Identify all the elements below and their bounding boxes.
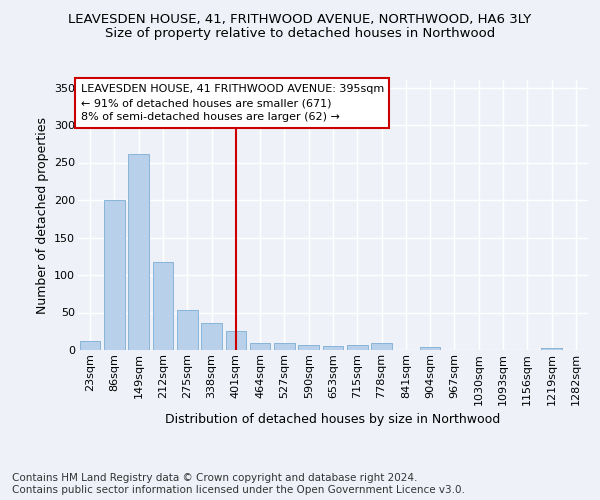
Bar xyxy=(250,342,271,350)
Bar xyxy=(541,348,562,350)
Bar xyxy=(274,342,295,350)
Bar xyxy=(104,200,125,350)
Y-axis label: Number of detached properties: Number of detached properties xyxy=(35,116,49,314)
Text: Contains HM Land Registry data © Crown copyright and database right 2024.
Contai: Contains HM Land Registry data © Crown c… xyxy=(12,474,465,495)
Bar xyxy=(226,332,246,350)
Text: Size of property relative to detached houses in Northwood: Size of property relative to detached ho… xyxy=(105,28,495,40)
Bar xyxy=(298,345,319,350)
Text: LEAVESDEN HOUSE, 41 FRITHWOOD AVENUE: 395sqm
← 91% of detached houses are smalle: LEAVESDEN HOUSE, 41 FRITHWOOD AVENUE: 39… xyxy=(80,84,384,122)
Bar xyxy=(371,344,392,350)
X-axis label: Distribution of detached houses by size in Northwood: Distribution of detached houses by size … xyxy=(166,413,500,426)
Bar xyxy=(128,154,149,350)
Bar xyxy=(152,262,173,350)
Bar xyxy=(201,323,222,350)
Bar xyxy=(177,310,197,350)
Text: LEAVESDEN HOUSE, 41, FRITHWOOD AVENUE, NORTHWOOD, HA6 3LY: LEAVESDEN HOUSE, 41, FRITHWOOD AVENUE, N… xyxy=(68,12,532,26)
Bar xyxy=(347,345,368,350)
Bar xyxy=(323,346,343,350)
Bar xyxy=(80,341,100,350)
Bar xyxy=(420,347,440,350)
